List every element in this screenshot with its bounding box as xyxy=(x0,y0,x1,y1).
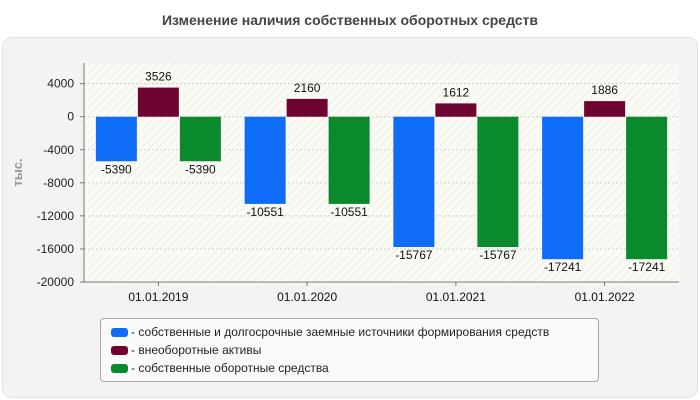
chart-title: Изменение наличия собственных оборотных … xyxy=(161,12,539,28)
data-label-s1-c3: 1886 xyxy=(591,83,618,97)
data-label-s1-c2: 1612 xyxy=(443,85,470,99)
legend-label-sources: - собственные и долгосрочные заемные ист… xyxy=(131,325,550,339)
y-axis-title: тыс. xyxy=(10,158,25,186)
bar-s1-c3 xyxy=(584,101,626,117)
bar-s1-c1 xyxy=(286,98,328,117)
legend-item-sources[interactable]: - собственные и долгосрочные заемные ист… xyxy=(111,323,598,341)
y-tick-label-1: 0 xyxy=(67,110,74,124)
data-label-s2-c1: -10551 xyxy=(330,205,368,219)
bar-s2-c3 xyxy=(626,116,668,260)
y-tick-label-0: 4000 xyxy=(47,77,74,91)
x-tick-label-2: 01.01.2021 xyxy=(426,290,486,304)
legend-item-working-capital[interactable]: - собственные оборотные средства xyxy=(111,359,598,377)
bar-s0-c0 xyxy=(95,116,137,162)
y-tick-label-4: -12000 xyxy=(37,209,75,223)
bar-s2-c1 xyxy=(328,116,370,204)
data-label-s1-c0: 3526 xyxy=(145,70,172,84)
bar-s0-c1 xyxy=(244,116,286,204)
bar-s2-c0 xyxy=(179,116,221,162)
legend-swatch-sources xyxy=(111,327,128,337)
x-tick-label-0: 01.01.2019 xyxy=(128,290,188,304)
bar-s1-c0 xyxy=(137,87,179,117)
bar-s0-c2 xyxy=(393,116,435,248)
legend-swatch-working-capital xyxy=(111,363,128,373)
y-tick-label-5: -16000 xyxy=(37,242,75,256)
data-label-s2-c3: -17241 xyxy=(628,260,666,274)
y-tick-label-3: -8000 xyxy=(43,176,74,190)
x-tick-label-1: 01.01.2020 xyxy=(277,290,337,304)
bar-s2-c2 xyxy=(477,116,519,248)
data-label-s0-c1: -10551 xyxy=(246,205,284,219)
legend-item-fixed-assets[interactable]: - внеоборотные активы xyxy=(111,341,598,359)
data-label-s0-c3: -17241 xyxy=(544,260,582,274)
legend-label-working-capital: - собственные оборотные средства xyxy=(131,361,329,375)
data-label-s0-c0: -5390 xyxy=(101,162,132,176)
legend-swatch-fixed-assets xyxy=(111,345,128,355)
data-label-s2-c2: -15767 xyxy=(479,248,517,262)
x-tick-label-3: 01.01.2022 xyxy=(575,290,635,304)
data-label-s2-c0: -5390 xyxy=(185,162,216,176)
legend: - собственные и долгосрочные заемные ист… xyxy=(100,318,599,382)
y-tick-label-2: -4000 xyxy=(43,143,74,157)
y-tick-label-6: -20000 xyxy=(37,275,75,289)
legend-label-fixed-assets: - внеоборотные активы xyxy=(131,343,262,357)
bar-s1-c2 xyxy=(435,103,477,117)
data-label-s1-c1: 2160 xyxy=(294,81,321,95)
data-label-s0-c2: -15767 xyxy=(395,248,433,262)
bar-s0-c3 xyxy=(542,116,584,260)
